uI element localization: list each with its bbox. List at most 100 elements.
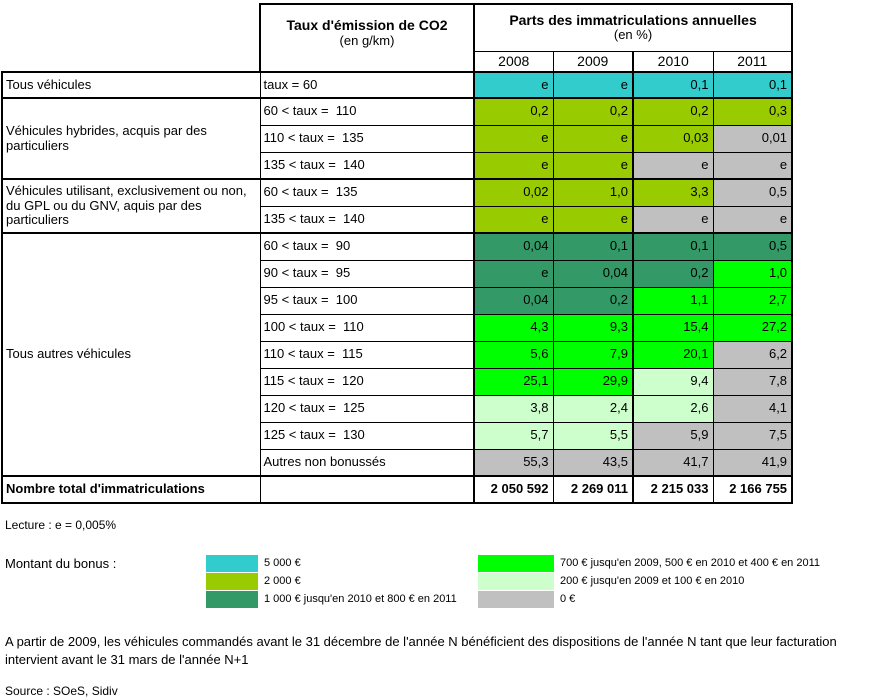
legend-item: 5 000 € <box>206 554 457 572</box>
legend-item-label: 0 € <box>560 593 576 605</box>
value-cell: e <box>712 151 794 180</box>
taux-range-cell: 135 < taux = 140 <box>259 151 475 180</box>
value-cell: 0,5 <box>712 178 794 207</box>
legend-item-label: 2 000 € <box>264 575 301 587</box>
value-cell: 25,1 <box>473 367 554 396</box>
taux-range-cell: 100 < taux = 110 <box>259 313 475 342</box>
legend-item: 700 € jusqu'en 2009, 500 € en 2010 et 40… <box>478 554 820 572</box>
lecture-note: Lecture : e = 0,005% <box>5 518 117 532</box>
legend-swatch-0 <box>478 590 554 608</box>
value-cell: 0,3 <box>712 97 794 126</box>
value-cell: e <box>632 205 714 234</box>
value-cell: 20,1 <box>632 340 714 369</box>
value-cell: 0,04 <box>473 286 554 315</box>
value-cell: 7,8 <box>712 367 794 396</box>
value-cell: 1,1 <box>632 286 714 315</box>
taux-range-cell: Autres non bonussés <box>259 448 475 477</box>
total-value-cell: 2 215 033 <box>632 475 714 504</box>
value-cell: 6,2 <box>712 340 794 369</box>
value-cell: 41,7 <box>632 448 714 477</box>
taux-range-cell: 120 < taux = 125 <box>259 394 475 423</box>
value-cell: 15,4 <box>632 313 714 342</box>
value-cell: 1,0 <box>712 259 794 288</box>
value-cell: 0,2 <box>632 97 714 126</box>
table-row: 95 < taux = 100 0,04 0,2 1,1 2,7 <box>2 286 794 315</box>
table-row: Véhicules hybrides, acquis par des parti… <box>1 97 794 180</box>
value-cell: 5,7 <box>473 421 554 450</box>
category-cell: Tous véhicules <box>1 71 261 99</box>
legend-item: 0 € <box>478 590 820 608</box>
header-spacer <box>2 4 260 72</box>
value-cell: 41,9 <box>712 448 794 477</box>
value-cell: 0,01 <box>712 124 794 153</box>
value-cell: 9,3 <box>552 313 634 342</box>
taux-header-title: Taux d'émission de CO2 <box>286 17 448 34</box>
year-header-2008: 2008 <box>473 50 554 73</box>
taux-range-cell: 95 < taux = 100 <box>259 286 475 315</box>
immatriculations-table: Taux d'émission de CO2 (en g/km) Parts d… <box>1 3 794 504</box>
value-cell: 0,2 <box>552 97 634 126</box>
taux-range-cell: 125 < taux = 130 <box>259 421 475 450</box>
legend-swatch-200 <box>478 572 554 590</box>
value-cell: 7,9 <box>552 340 634 369</box>
value-cell: 0,1 <box>632 71 714 99</box>
taux-range-cell: 60 < taux = 110 <box>259 97 475 126</box>
table-row: Autres non bonussés 55,3 43,5 41,7 41,9 <box>2 448 794 477</box>
table-row: 125 < taux = 130 5,7 5,5 5,9 7,5 <box>2 421 794 450</box>
value-cell: 0,03 <box>632 124 714 153</box>
total-value-cell: 2 050 592 <box>473 475 554 504</box>
total-row: Nombre total d'immatriculations 2 050 59… <box>1 475 794 504</box>
value-cell: 9,4 <box>632 367 714 396</box>
table-row: 135 < taux = 140 e e e e <box>2 205 794 234</box>
year-header-2010: 2010 <box>632 50 714 73</box>
total-value-cell: 2 269 011 <box>552 475 634 504</box>
taux-range-cell: 60 < taux = 135 <box>259 178 475 207</box>
total-value-cell: 2 166 755 <box>712 475 794 504</box>
legend-item: 2 000 € <box>206 572 457 590</box>
taux-range-cell: 110 < taux = 115 <box>259 340 475 369</box>
value-cell: 0,1 <box>552 232 634 261</box>
value-cell: 0,5 <box>712 232 794 261</box>
value-cell: 29,9 <box>552 367 634 396</box>
total-label-cell: Nombre total d'immatriculations <box>1 475 261 504</box>
parts-header-cell: Parts des immatriculations annuelles (en… <box>472 3 794 52</box>
value-cell: 55,3 <box>473 448 554 477</box>
value-cell: 2,7 <box>712 286 794 315</box>
legend-column-2: 700 € jusqu'en 2009, 500 € en 2010 et 40… <box>478 554 820 608</box>
value-cell: 0,2 <box>473 97 554 126</box>
value-cell: 4,1 <box>712 394 794 423</box>
value-cell: e <box>552 205 634 234</box>
value-cell: 3,8 <box>473 394 554 423</box>
category-cell: Véhicules hybrides, acquis par des parti… <box>1 97 261 180</box>
value-cell: 5,9 <box>632 421 714 450</box>
parts-header-title: Parts des immatriculations annuelles <box>509 12 757 29</box>
taux-header-subtitle: (en g/km) <box>339 32 395 48</box>
taux-range-cell: 60 < taux = 90 <box>259 232 475 261</box>
legend-label: Montant du bonus : <box>5 556 117 571</box>
value-cell: e <box>473 124 554 153</box>
parts-header-subtitle: (en %) <box>613 27 653 43</box>
value-cell: 3,3 <box>632 178 714 207</box>
value-cell: e <box>473 71 554 99</box>
legend-item: 200 € jusqu'en 2009 et 100 € en 2010 <box>478 572 820 590</box>
value-cell: 0,02 <box>473 178 554 207</box>
value-cell: e <box>473 205 554 234</box>
value-cell: 4,3 <box>473 313 554 342</box>
table-row: 115 < taux = 120 25,1 29,9 9,4 7,8 <box>2 367 794 396</box>
legend-swatch-1000 <box>206 590 258 608</box>
bonus-legend: Montant du bonus : 5 000 € 2 000 € 1 000… <box>1 554 894 616</box>
value-cell: 0,2 <box>552 286 634 315</box>
value-cell: 0,2 <box>632 259 714 288</box>
report-table-figure: Taux d'émission de CO2 (en g/km) Parts d… <box>1 3 894 698</box>
taux-range-cell: 135 < taux = 140 <box>259 205 475 234</box>
table-row: Tous autres véhicules 60 < taux = 90 0,0… <box>1 232 794 477</box>
value-cell: e <box>552 71 634 99</box>
source-line: Source : SOeS, Sidiv <box>5 684 118 698</box>
footnote: A partir de 2009, les véhicules commandé… <box>5 634 837 667</box>
value-cell: e <box>552 151 634 180</box>
taux-range-cell: 115 < taux = 120 <box>259 367 475 396</box>
value-cell: 2,6 <box>632 394 714 423</box>
category-cell: Véhicules utilisant, exclusivement ou no… <box>1 178 261 234</box>
legend-item-label: 1 000 € jusqu'en 2010 et 800 € en 2011 <box>264 593 457 605</box>
table-row: Tous véhicules taux = 60 e e 0,1 0,1 <box>1 71 794 99</box>
